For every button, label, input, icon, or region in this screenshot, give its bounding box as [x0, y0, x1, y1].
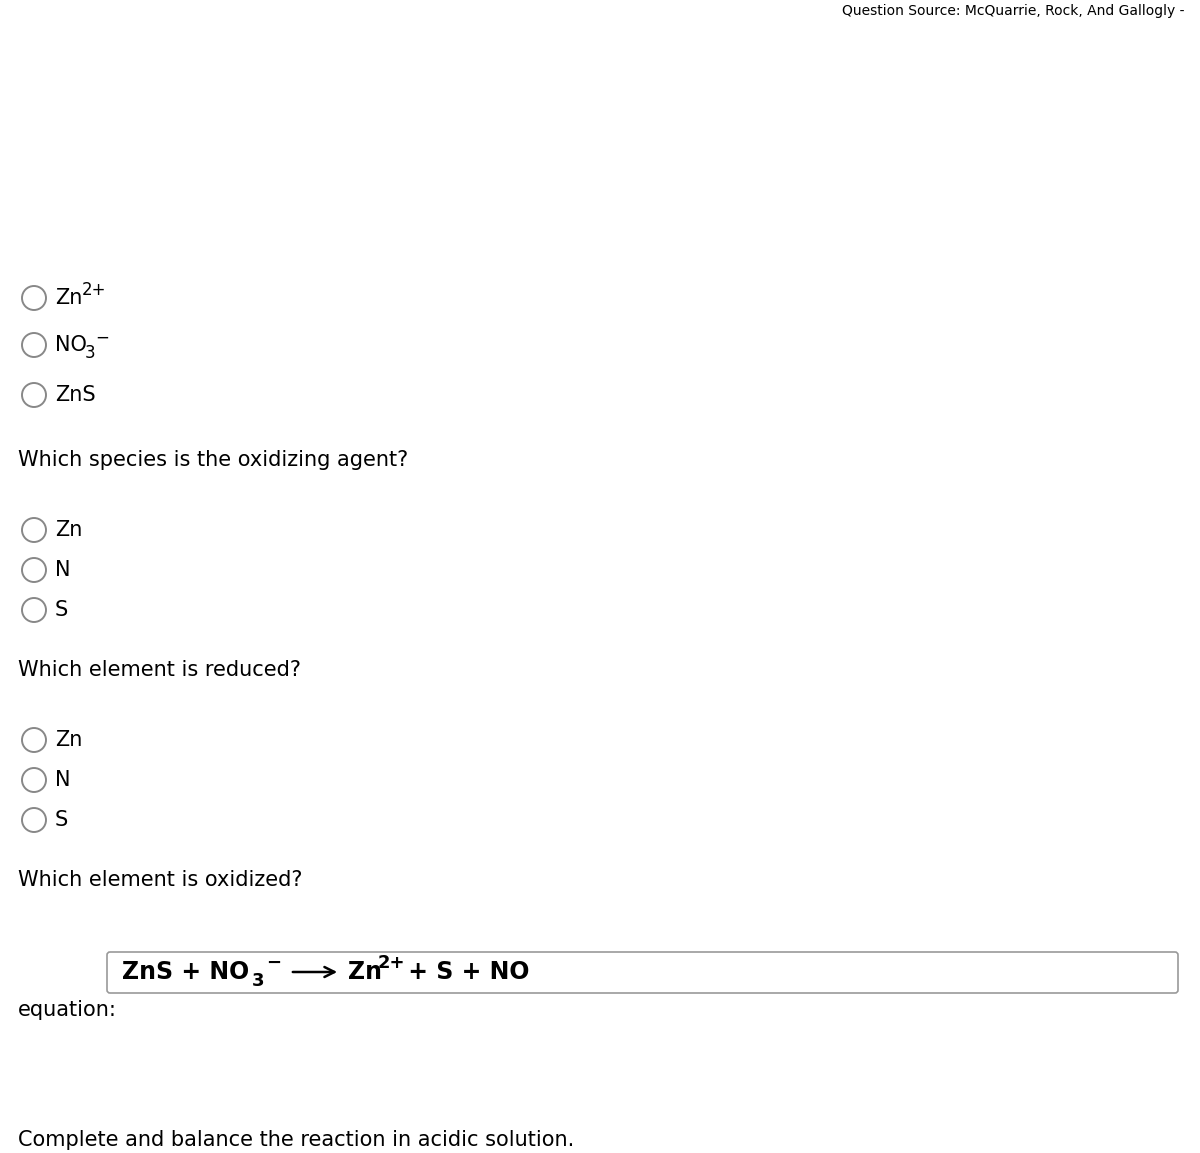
Text: Which element is oxidized?: Which element is oxidized? [18, 871, 302, 890]
Text: Question Source: McQuarrie, Rock, And Gallogly -: Question Source: McQuarrie, Rock, And Ga… [842, 3, 1186, 18]
Text: N: N [55, 770, 71, 790]
Text: S: S [55, 811, 68, 830]
Text: S: S [55, 600, 68, 620]
Text: 2+: 2+ [82, 281, 107, 299]
Text: 3: 3 [252, 972, 264, 990]
Text: N: N [55, 560, 71, 580]
Text: Zn: Zn [55, 520, 83, 540]
Text: Zn: Zn [55, 288, 83, 308]
Text: 2+: 2+ [378, 954, 406, 972]
Text: NO: NO [55, 336, 86, 355]
Text: equation:: equation: [18, 1000, 116, 1020]
Text: Which element is reduced?: Which element is reduced? [18, 660, 301, 680]
Text: ZnS + NO: ZnS + NO [122, 960, 250, 984]
Text: Zn: Zn [55, 730, 83, 749]
Text: Zn: Zn [348, 960, 382, 984]
Text: Complete and balance the reaction in acidic solution.: Complete and balance the reaction in aci… [18, 1130, 575, 1150]
Text: −: − [266, 954, 281, 972]
Text: 3: 3 [85, 344, 96, 362]
Text: ZnS: ZnS [55, 385, 96, 405]
Text: Which species is the oxidizing agent?: Which species is the oxidizing agent? [18, 450, 408, 470]
Text: −: − [95, 329, 109, 347]
Text: + S + NO: + S + NO [400, 960, 529, 984]
FancyBboxPatch shape [107, 952, 1178, 993]
